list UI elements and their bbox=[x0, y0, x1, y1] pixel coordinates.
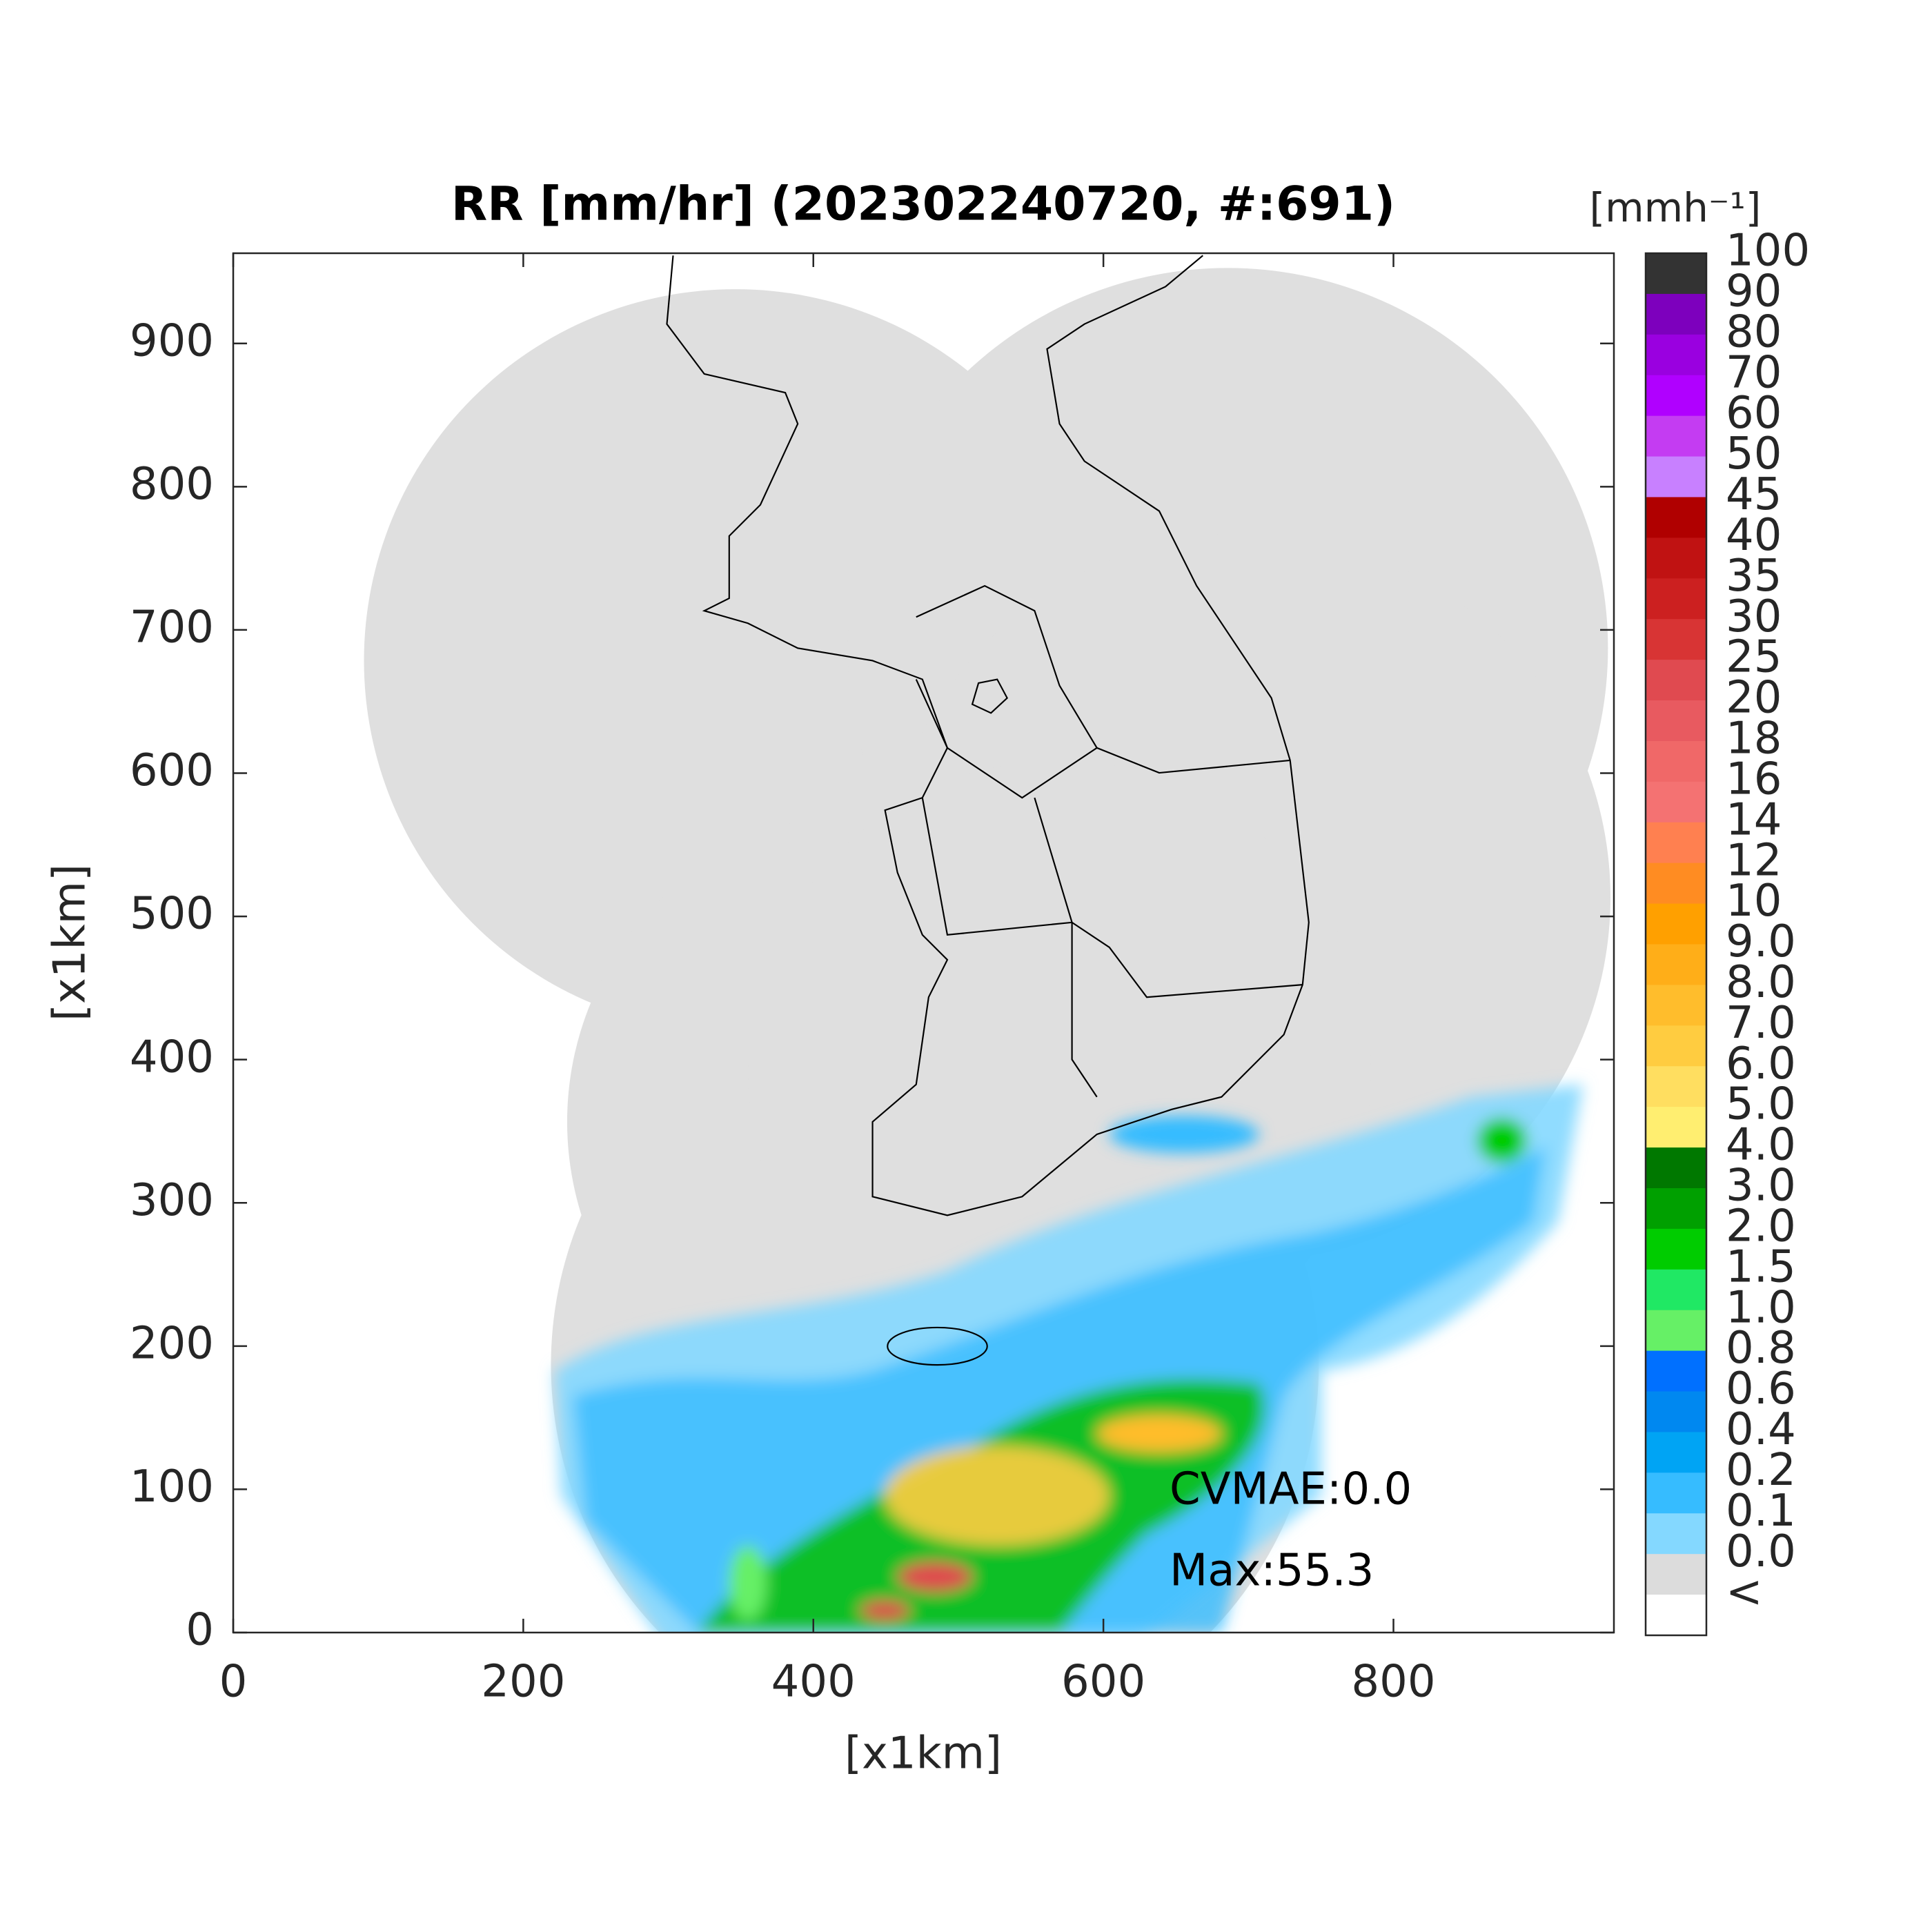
colorbar-bin bbox=[1646, 1187, 1706, 1230]
colorbar-bin bbox=[1646, 1025, 1706, 1067]
y-tick-label: 0 bbox=[186, 1605, 214, 1656]
colorbar-label: 25 bbox=[1726, 632, 1782, 683]
colorbar-label: 90 bbox=[1726, 266, 1782, 317]
colorbar-label: 12 bbox=[1726, 835, 1782, 886]
colorbar-bin bbox=[1646, 497, 1706, 538]
colorbar-label: 1.0 bbox=[1726, 1282, 1796, 1333]
chart-title: RR [mm/hr] (202302240720, #:691) bbox=[451, 177, 1395, 232]
colorbar-bin bbox=[1646, 1066, 1706, 1107]
colorbar-label: 0.1 bbox=[1726, 1486, 1796, 1537]
colorbar-bin bbox=[1646, 1310, 1706, 1352]
colorbar-label: 3.0 bbox=[1726, 1161, 1796, 1212]
annotation: CVMAE:0.0 bbox=[1170, 1464, 1412, 1515]
colorbar-label: 0.4 bbox=[1726, 1404, 1796, 1455]
colorbar-bin bbox=[1646, 415, 1706, 457]
colorbar-bin bbox=[1646, 293, 1706, 335]
colorbar-bin bbox=[1646, 1554, 1706, 1595]
colorbar-bin bbox=[1646, 740, 1706, 782]
colorbar-bin bbox=[1646, 1350, 1706, 1392]
colorbar-label: 6.0 bbox=[1726, 1038, 1796, 1090]
colorbar-bin bbox=[1646, 660, 1706, 701]
colorbar-label: 2.0 bbox=[1726, 1201, 1796, 1252]
colorbar-label: 50 bbox=[1726, 428, 1782, 480]
colorbar-label: 0.6 bbox=[1726, 1363, 1796, 1414]
colorbar-label: 9.0 bbox=[1726, 916, 1796, 967]
colorbar-bin bbox=[1646, 1269, 1706, 1311]
colorbar-label: 80 bbox=[1726, 306, 1782, 357]
colorbar-bin bbox=[1646, 822, 1706, 864]
y-tick-label: 900 bbox=[130, 315, 214, 366]
colorbar-label: 60 bbox=[1726, 388, 1782, 439]
colorbar-label: 100 bbox=[1726, 226, 1810, 277]
colorbar-bin bbox=[1646, 456, 1706, 497]
colorbar-label: 40 bbox=[1726, 510, 1782, 561]
colorbar-label: 7.0 bbox=[1726, 998, 1796, 1049]
colorbar-unit: [mmh⁻¹] bbox=[1590, 184, 1762, 231]
colorbar-bin bbox=[1646, 1391, 1706, 1432]
y-tick-label: 400 bbox=[130, 1032, 214, 1083]
y-tick-label: 500 bbox=[130, 889, 214, 940]
colorbar-frame bbox=[1644, 252, 1708, 1637]
y-tick-label: 700 bbox=[130, 602, 214, 653]
colorbar-label: 0.0 bbox=[1726, 1526, 1796, 1577]
colorbar-bin bbox=[1646, 375, 1706, 417]
colorbar-bin bbox=[1646, 1107, 1706, 1148]
colorbar-bin bbox=[1646, 862, 1706, 905]
x-tick-label: 800 bbox=[1351, 1657, 1435, 1708]
colorbar-bin bbox=[1646, 1228, 1706, 1270]
colorbar-bin bbox=[1646, 903, 1706, 945]
colorbar-label: 16 bbox=[1726, 753, 1782, 805]
precipitation bbox=[554, 1084, 1584, 1633]
colorbar-bin bbox=[1646, 985, 1706, 1026]
colorbar-label: 30 bbox=[1726, 591, 1782, 642]
x-tick-label: 400 bbox=[771, 1657, 856, 1708]
annotation: Max:55.3 bbox=[1170, 1546, 1374, 1597]
coastline bbox=[666, 255, 1310, 1366]
x-tick-label: 0 bbox=[219, 1657, 248, 1708]
colorbar-label: 45 bbox=[1726, 469, 1782, 520]
y-axis-label: [x1km] bbox=[45, 864, 96, 1021]
colorbar-label: 4.0 bbox=[1726, 1120, 1796, 1171]
colorbar-bin bbox=[1646, 1147, 1706, 1189]
colorbar-label: 5.0 bbox=[1726, 1079, 1796, 1130]
radar-field bbox=[364, 255, 1610, 1633]
y-tick-label: 100 bbox=[130, 1461, 214, 1512]
x-axis-label: [x1km] bbox=[845, 1728, 1002, 1780]
colorbar-bin bbox=[1646, 619, 1706, 660]
colorbar-label: 70 bbox=[1726, 347, 1782, 398]
x-tick-label: 600 bbox=[1061, 1657, 1145, 1708]
colorbar-bin bbox=[1646, 253, 1706, 295]
y-tick-label: 800 bbox=[130, 459, 214, 510]
colorbar-bin bbox=[1646, 781, 1706, 823]
colorbar-bin bbox=[1646, 700, 1706, 742]
colorbar-label: 14 bbox=[1726, 794, 1782, 845]
colorbar-bin bbox=[1646, 944, 1706, 985]
colorbar-label: 20 bbox=[1726, 673, 1782, 724]
colorbar-bin bbox=[1646, 1595, 1706, 1636]
colorbar-bin bbox=[1646, 578, 1706, 620]
colorbar-label: 1.5 bbox=[1726, 1241, 1796, 1292]
colorbar-label: 0.2 bbox=[1726, 1445, 1796, 1496]
colorbar-label: < bbox=[1726, 1567, 1763, 1618]
colorbar-bin bbox=[1646, 334, 1706, 376]
colorbar-bin bbox=[1646, 1432, 1706, 1473]
colorbar-bin bbox=[1646, 1513, 1706, 1555]
axes-box bbox=[232, 252, 1615, 1634]
colorbar-label: 10 bbox=[1726, 876, 1782, 927]
colorbar-label: 0.8 bbox=[1726, 1323, 1796, 1374]
y-tick-label: 200 bbox=[130, 1318, 214, 1369]
colorbar-label: 8.0 bbox=[1726, 957, 1796, 1008]
colorbar-bin bbox=[1646, 538, 1706, 579]
colorbar-bin bbox=[1646, 1472, 1706, 1514]
colorbar-label: 18 bbox=[1726, 713, 1782, 765]
x-tick-label: 200 bbox=[481, 1657, 565, 1708]
colorbar-label: 35 bbox=[1726, 551, 1782, 602]
y-tick-label: 600 bbox=[130, 745, 214, 796]
y-tick-label: 300 bbox=[130, 1175, 214, 1226]
